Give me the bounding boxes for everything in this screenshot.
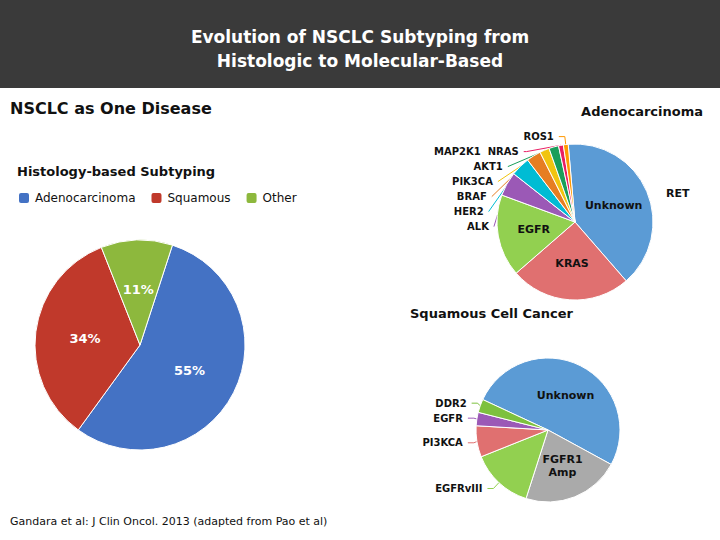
svg-text:MAP2K1 NRAS: MAP2K1 NRAS <box>434 146 519 157</box>
svg-text:NSCLC as One Disease: NSCLC as One Disease <box>10 99 212 118</box>
svg-text:Adenocarcinoma: Adenocarcinoma <box>581 104 703 119</box>
svg-text:ALK: ALK <box>467 221 490 232</box>
svg-text:34%: 34% <box>69 331 100 346</box>
svg-text:PIK3CA: PIK3CA <box>452 176 493 187</box>
svg-text:55%: 55% <box>174 363 205 378</box>
svg-text:Histology-based Subtyping: Histology-based Subtyping <box>17 164 215 179</box>
svg-text:AKT1: AKT1 <box>474 161 503 172</box>
svg-text:Squamous Cell Cancer: Squamous Cell Cancer <box>410 306 574 321</box>
svg-text:Amp: Amp <box>549 466 577 479</box>
svg-text:Other: Other <box>263 191 297 205</box>
svg-text:DDR2: DDR2 <box>435 398 466 409</box>
svg-text:ROS1: ROS1 <box>523 131 553 142</box>
svg-text:PI3KCA: PI3KCA <box>422 437 463 448</box>
svg-text:EGFR: EGFR <box>517 223 550 236</box>
svg-text:Histologic to Molecular-Based: Histologic to Molecular-Based <box>217 51 503 71</box>
svg-text:Adenocarcinoma: Adenocarcinoma <box>35 191 136 205</box>
svg-text:EGFR: EGFR <box>433 413 463 424</box>
svg-text:HER2: HER2 <box>454 206 484 217</box>
svg-text:RET: RET <box>666 187 690 200</box>
svg-text:11%: 11% <box>123 282 154 297</box>
svg-text:Squamous: Squamous <box>167 191 230 205</box>
svg-text:FGFR1: FGFR1 <box>542 453 582 466</box>
svg-text:Unknown: Unknown <box>537 389 594 402</box>
svg-text:Unknown: Unknown <box>585 199 642 212</box>
svg-text:BRAF: BRAF <box>457 191 487 202</box>
svg-text:Gandara et al: J Clin Oncol. 2: Gandara et al: J Clin Oncol. 2013 (adapt… <box>10 515 327 528</box>
svg-text:Evolution of NSCLC Subtyping f: Evolution of NSCLC Subtyping from <box>191 27 529 47</box>
svg-text:EGFRvIII: EGFRvIII <box>435 483 482 494</box>
svg-text:KRAS: KRAS <box>555 257 589 270</box>
